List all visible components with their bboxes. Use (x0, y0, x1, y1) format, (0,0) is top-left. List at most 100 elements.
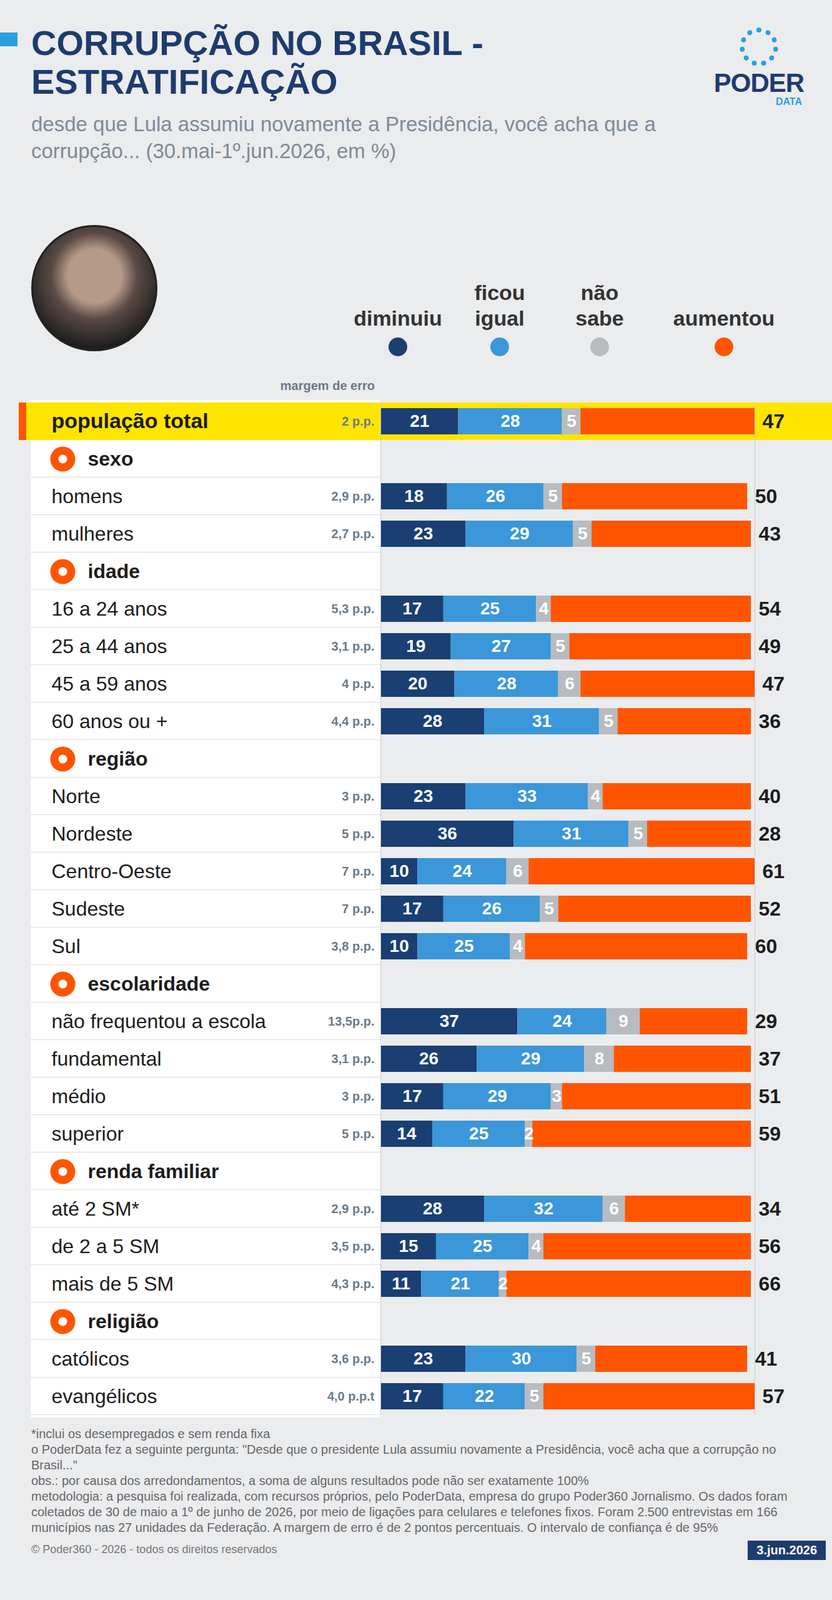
svg-text:5 p.p.: 5 p.p. (341, 826, 375, 841)
svg-text:26: 26 (419, 1048, 439, 1068)
svg-text:14: 14 (396, 1123, 417, 1143)
svg-text:30: 30 (511, 1347, 531, 1368)
svg-text:17: 17 (402, 1085, 422, 1105)
svg-text:29: 29 (509, 523, 530, 543)
svg-text:11: 11 (391, 1272, 411, 1293)
svg-text:54: 54 (758, 597, 782, 620)
svg-text:até 2 SM*: até 2 SM* (51, 1196, 140, 1220)
svg-text:20: 20 (407, 673, 428, 693)
svg-text:28: 28 (497, 673, 517, 693)
svg-text:2: 2 (524, 1123, 535, 1143)
svg-text:7 p.p.: 7 p.p. (341, 863, 375, 878)
svg-text:27: 27 (491, 635, 511, 656)
svg-text:41: 41 (755, 1346, 778, 1370)
svg-text:5: 5 (577, 523, 588, 543)
svg-text:2: 2 (497, 1272, 508, 1293)
svg-text:31: 31 (561, 823, 581, 843)
svg-text:29: 29 (755, 1009, 778, 1032)
svg-text:32: 32 (534, 1198, 554, 1218)
svg-text:36: 36 (437, 823, 458, 843)
svg-text:61: 61 (762, 859, 786, 882)
svg-text:4: 4 (539, 598, 550, 618)
svg-text:60 anos ou +: 60 anos ou + (51, 709, 169, 733)
svg-text:5: 5 (555, 635, 566, 656)
svg-text:evangélicos: evangélicos (51, 1384, 158, 1407)
svg-text:8: 8 (594, 1048, 605, 1068)
svg-text:3: 3 (551, 1085, 562, 1105)
svg-text:Norte: Norte (51, 784, 101, 808)
svg-text:2,9 p.p.: 2,9 p.p. (331, 489, 375, 503)
svg-text:3,5 p.p.: 3,5 p.p. (331, 1238, 375, 1253)
svg-text:25: 25 (480, 598, 500, 618)
svg-text:católicos: católicos (51, 1346, 130, 1370)
svg-text:50: 50 (755, 484, 778, 508)
svg-text:43: 43 (758, 522, 782, 545)
svg-text:população total: população total (51, 408, 209, 433)
svg-text:9: 9 (618, 1010, 629, 1031)
svg-text:26: 26 (482, 898, 502, 918)
svg-text:2,7 p.p.: 2,7 p.p. (331, 526, 375, 541)
svg-text:66: 66 (758, 1271, 782, 1295)
svg-text:renda familiar: renda familiar (88, 1159, 220, 1182)
svg-text:57: 57 (762, 1384, 786, 1407)
svg-text:mulheres: mulheres (51, 522, 135, 545)
svg-text:40: 40 (758, 784, 782, 808)
svg-text:25: 25 (472, 1235, 493, 1255)
svg-text:4: 4 (590, 785, 601, 806)
svg-text:60: 60 (755, 934, 778, 957)
svg-text:28: 28 (422, 710, 443, 731)
svg-text:5: 5 (566, 411, 577, 431)
svg-text:45 a 59 anos: 45 a 59 anos (51, 672, 168, 695)
svg-text:médio: médio (51, 1084, 107, 1107)
svg-text:26: 26 (485, 485, 506, 506)
svg-text:25: 25 (454, 935, 474, 956)
svg-text:37: 37 (758, 1046, 782, 1070)
svg-text:25: 25 (469, 1123, 489, 1143)
svg-text:24: 24 (552, 1010, 573, 1031)
svg-text:idade: idade (88, 559, 141, 583)
svg-text:59: 59 (758, 1121, 782, 1145)
svg-text:escolaridade: escolaridade (88, 971, 211, 995)
svg-text:4,3 p.p.: 4,3 p.p. (331, 1276, 375, 1290)
svg-text:21: 21 (450, 1272, 470, 1293)
svg-text:22: 22 (474, 1385, 495, 1405)
svg-text:33: 33 (517, 785, 537, 806)
svg-text:3 p.p.: 3 p.p. (341, 1088, 375, 1103)
svg-text:5,3 p.p.: 5,3 p.p. (331, 601, 375, 616)
svg-text:5: 5 (529, 1385, 540, 1405)
svg-text:23: 23 (413, 523, 433, 543)
svg-text:5: 5 (603, 710, 614, 731)
svg-text:52: 52 (758, 896, 782, 920)
svg-text:15: 15 (398, 1235, 418, 1255)
svg-text:2,9 p.p.: 2,9 p.p. (331, 1201, 375, 1215)
svg-text:mais de 5 SM: mais de 5 SM (51, 1271, 175, 1295)
svg-text:3,8 p.p.: 3,8 p.p. (331, 938, 375, 953)
svg-text:47: 47 (762, 409, 786, 433)
svg-text:Sul: Sul (51, 934, 81, 957)
svg-text:superior: superior (51, 1121, 125, 1145)
svg-text:28: 28 (422, 1198, 443, 1218)
svg-text:de 2 a 5 SM: de 2 a 5 SM (51, 1234, 160, 1257)
svg-text:25 a 44 anos: 25 a 44 anos (51, 634, 168, 658)
svg-text:51: 51 (758, 1084, 782, 1107)
svg-text:10: 10 (389, 860, 410, 881)
svg-text:49: 49 (758, 634, 782, 658)
svg-text:sexo: sexo (88, 447, 134, 470)
svg-text:4,0 p.p.t: 4,0 p.p.t (327, 1388, 375, 1403)
svg-text:3,1 p.p.: 3,1 p.p. (331, 1051, 375, 1065)
svg-text:21: 21 (409, 411, 430, 431)
svg-text:3,1 p.p.: 3,1 p.p. (331, 638, 375, 653)
svg-text:5 p.p.: 5 p.p. (341, 1126, 375, 1140)
svg-text:29: 29 (487, 1085, 508, 1105)
svg-text:região: região (88, 747, 149, 770)
svg-text:4: 4 (531, 1235, 542, 1255)
svg-text:19: 19 (406, 635, 426, 656)
svg-text:3,6 p.p.: 3,6 p.p. (331, 1351, 375, 1365)
svg-text:Sudeste: Sudeste (51, 896, 125, 920)
svg-text:6: 6 (609, 1198, 620, 1218)
svg-text:religião: religião (88, 1309, 160, 1332)
svg-text:56: 56 (758, 1234, 782, 1257)
svg-text:4 p.p.: 4 p.p. (341, 676, 375, 691)
svg-text:5: 5 (544, 898, 555, 918)
svg-text:10: 10 (389, 935, 410, 956)
